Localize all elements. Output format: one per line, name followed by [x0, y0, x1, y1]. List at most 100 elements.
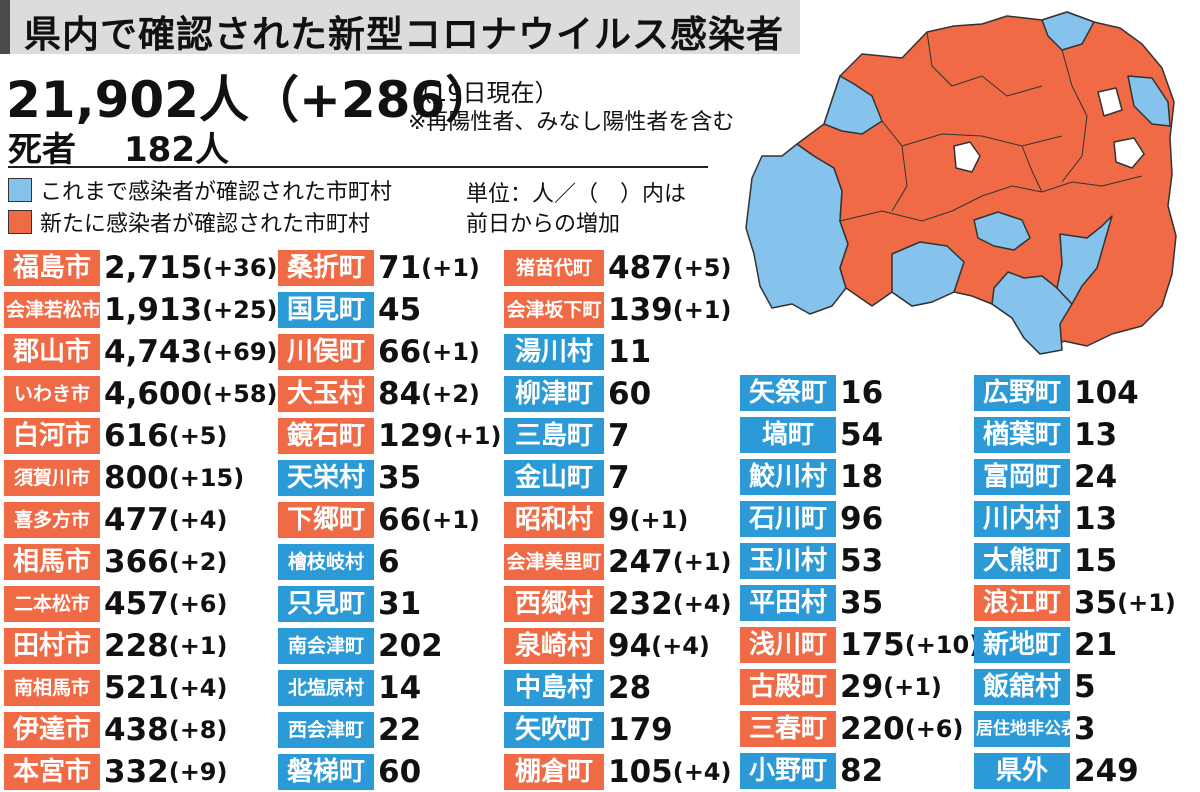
- city-count: 18: [840, 459, 884, 495]
- city-name: 猪苗代町: [504, 250, 604, 286]
- map-border: [881, 120, 1063, 147]
- city-entry: 三春町 220 (+6): [740, 709, 963, 749]
- city-count: 3: [1074, 711, 1096, 747]
- city-count: 139: [608, 292, 673, 328]
- city-increase: (+4): [651, 632, 710, 660]
- city-count: 28: [608, 670, 652, 706]
- city-name: 本宮市: [4, 754, 100, 790]
- city-count: 104: [1074, 375, 1139, 411]
- city-name: 檜枝岐村: [278, 544, 374, 580]
- city-entry: 湯川村 11: [504, 332, 651, 372]
- city-name: 矢祭町: [740, 375, 836, 411]
- city-count: 60: [608, 376, 652, 412]
- city-increase: (+1): [672, 296, 732, 324]
- map-region-blank-1: [953, 141, 981, 173]
- city-entry: 喜多方市 477 (+4): [4, 500, 227, 540]
- divider: [8, 166, 708, 168]
- city-entry: 富岡町 24: [974, 457, 1117, 497]
- city-name: 只見町: [278, 586, 374, 622]
- city-entry: 古殿町 29 (+1): [740, 667, 942, 707]
- city-name: 塙町: [740, 417, 836, 453]
- city-increase: (+6): [904, 715, 964, 743]
- city-entry: 磐梯町 60: [278, 752, 421, 792]
- city-count: 179: [608, 712, 673, 748]
- city-name: 大熊町: [974, 543, 1070, 579]
- city-name: 南会津町: [278, 628, 374, 664]
- city-name: 県外: [974, 753, 1070, 789]
- city-entry: 中島村 28: [504, 668, 651, 708]
- city-count: 249: [1074, 753, 1139, 789]
- city-entry: 浪江町 35 (+1): [974, 583, 1176, 623]
- city-entry: 平田村 35: [740, 583, 883, 623]
- city-entry: 浅川町 175 (+10): [740, 625, 980, 665]
- city-count: 29: [840, 669, 884, 705]
- city-count: 11: [608, 334, 652, 370]
- city-count: 129: [378, 418, 443, 454]
- city-increase: (+15): [168, 464, 245, 492]
- city-increase: (+1): [168, 632, 228, 660]
- city-name: 伊達市: [4, 712, 100, 748]
- city-increase: (+8): [168, 716, 228, 744]
- city-name: 北塩原村: [278, 670, 374, 706]
- city-increase: (+10): [904, 631, 981, 659]
- city-name: 下郷町: [278, 502, 374, 538]
- legend-new-label: 新たに感染者が確認された市町村: [40, 212, 371, 237]
- city-entry: 伊達市 438 (+8): [4, 710, 227, 750]
- unit-note: 単位：人／（ ）内は: [466, 182, 687, 207]
- city-entry: 塙町 54: [740, 415, 883, 455]
- city-entry: 玉川村 53: [740, 541, 883, 581]
- city-name: 広野町: [974, 375, 1070, 411]
- map-region-west: [745, 143, 849, 315]
- city-name: 矢吹町: [504, 712, 604, 748]
- city-count: 16: [840, 375, 884, 411]
- map-region-east: [1127, 75, 1171, 127]
- city-name: 二本松市: [4, 586, 100, 622]
- city-count: 457: [104, 586, 169, 622]
- page-title: 県内で確認された新型コロナウイルス感染者: [24, 13, 784, 56]
- city-entry: 川俣町 66 (+1): [278, 332, 480, 372]
- city-name: 白河市: [4, 418, 100, 454]
- city-name: 昭和村: [504, 502, 604, 538]
- city-entry: 会津美里町 247 (+1): [504, 542, 731, 582]
- city-count: 4,743: [104, 334, 203, 370]
- city-count: 438: [104, 712, 169, 748]
- city-increase: (+4): [168, 506, 228, 534]
- city-increase: (+58): [202, 380, 278, 408]
- city-name: 川俣町: [278, 334, 374, 370]
- city-count: 247: [608, 544, 673, 580]
- city-entry: 天栄村 35: [278, 458, 421, 498]
- city-name: 玉川村: [740, 543, 836, 579]
- city-count: 14: [378, 670, 422, 706]
- city-entry: 矢祭町 16: [740, 373, 883, 413]
- city-name: 須賀川市: [4, 460, 100, 496]
- city-name: 小野町: [740, 753, 836, 789]
- map-region-southeast: [1056, 215, 1113, 305]
- city-entry: 南相馬市 521 (+4): [4, 668, 227, 708]
- city-name: 喜多方市: [4, 502, 100, 538]
- city-entry: 須賀川市 800 (+15): [4, 458, 244, 498]
- city-name: 柳津町: [504, 376, 604, 412]
- map-region-north: [1041, 11, 1095, 51]
- map-region-midwest: [891, 241, 965, 307]
- city-name: いわき市: [4, 376, 100, 412]
- city-count: 105: [608, 754, 673, 790]
- city-count: 53: [840, 543, 884, 579]
- city-name: 三春町: [740, 711, 836, 747]
- city-entry: 猪苗代町 487 (+5): [504, 248, 731, 288]
- city-entry: 本宮市 332 (+9): [4, 752, 227, 792]
- city-count: 232: [608, 586, 673, 622]
- city-count: 332: [104, 754, 169, 790]
- city-entry: 西会津町 22: [278, 710, 421, 750]
- city-count: 96: [840, 501, 884, 537]
- city-count: 82: [840, 753, 884, 789]
- city-count: 7: [608, 418, 630, 454]
- city-count: 9: [608, 502, 630, 538]
- city-entry: 檜枝岐村 6: [278, 542, 400, 582]
- map-region-center-blue: [973, 211, 1031, 251]
- city-entry: 鏡石町 129 (+1): [278, 416, 501, 456]
- city-entry: 下郷町 66 (+1): [278, 500, 480, 540]
- city-increase: (+4): [168, 674, 228, 702]
- city-increase: (+69): [202, 338, 278, 366]
- city-entry: 二本松市 457 (+6): [4, 584, 227, 624]
- city-increase: (+1): [421, 254, 480, 282]
